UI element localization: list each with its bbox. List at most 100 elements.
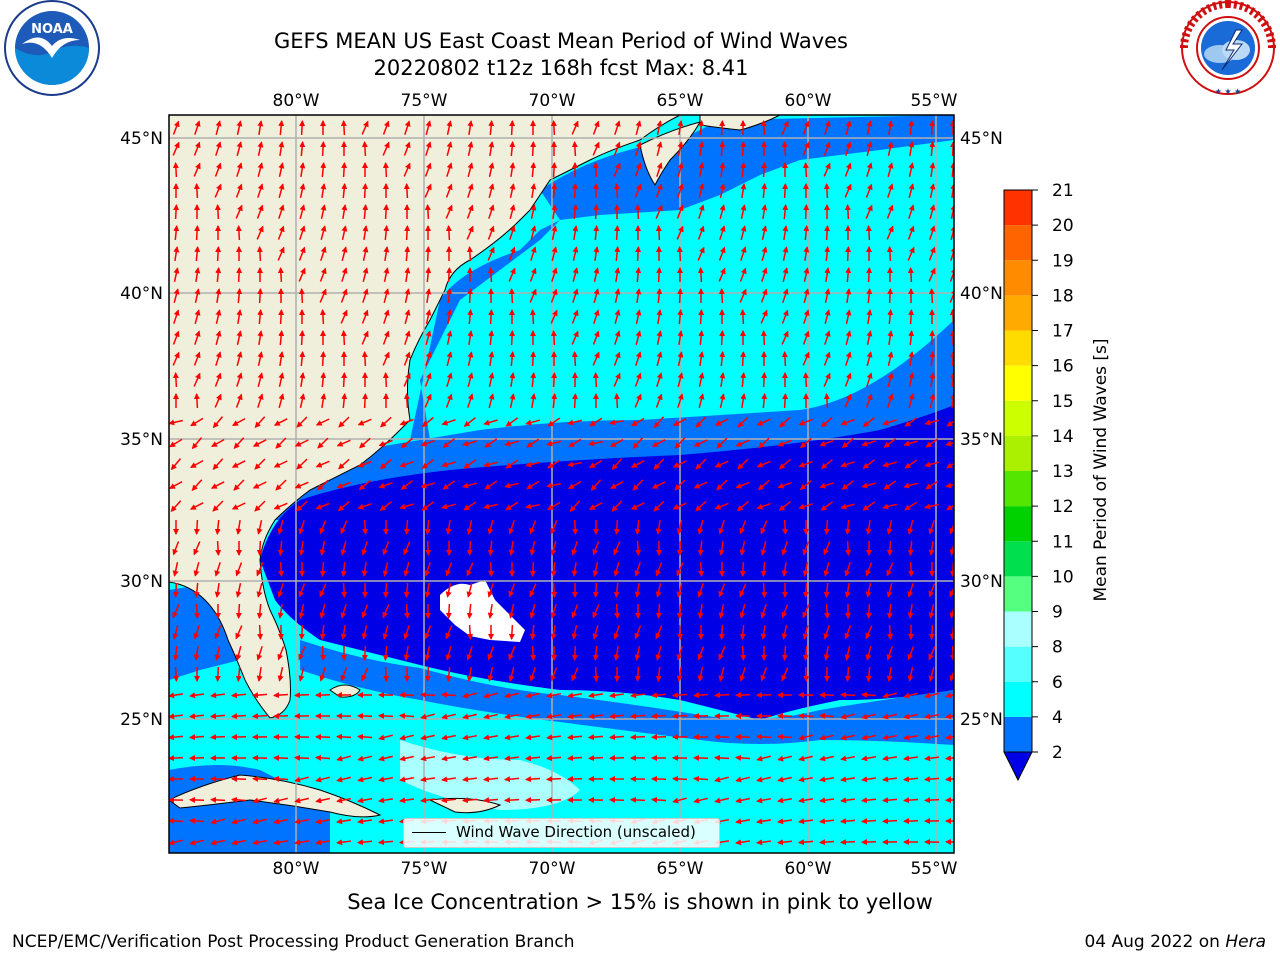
wave-arrow xyxy=(613,372,621,387)
wave-arrow xyxy=(782,393,789,409)
wave-arrow xyxy=(820,416,833,428)
wave-arrow xyxy=(929,183,936,198)
wave-arrow xyxy=(441,734,456,741)
wave-arrow xyxy=(592,582,599,598)
wave-arrow xyxy=(441,776,457,783)
wave-arrow xyxy=(550,624,557,640)
wave-arrow xyxy=(735,439,750,447)
wave-arrow xyxy=(551,372,558,388)
wave-arrow xyxy=(798,776,814,783)
wave-arrow xyxy=(718,583,726,598)
wave-arrow xyxy=(236,309,243,325)
wave-arrow xyxy=(593,309,600,324)
wave-arrow xyxy=(320,645,327,661)
wave-arrow xyxy=(277,646,285,661)
wave-arrow xyxy=(887,393,894,408)
wave-arrow xyxy=(190,417,204,427)
wave-arrow xyxy=(508,583,516,598)
wave-arrow xyxy=(404,267,411,283)
wave-arrow xyxy=(466,204,474,219)
wave-arrow xyxy=(383,666,390,682)
wave-arrow xyxy=(378,734,393,741)
svg-text:★ ★ ★: ★ ★ ★ xyxy=(1215,87,1242,96)
wave-arrow xyxy=(739,624,746,640)
wave-arrow xyxy=(424,519,431,535)
wave-arrow xyxy=(824,267,831,283)
colorbar-tick-label: 15 xyxy=(1052,392,1074,412)
wave-arrow xyxy=(400,437,413,449)
wave-arrow xyxy=(357,460,372,468)
wave-arrow xyxy=(525,419,540,426)
wave-arrow xyxy=(488,204,495,219)
wave-arrow xyxy=(357,755,372,762)
wave-arrow xyxy=(361,667,369,682)
wave-arrow xyxy=(382,541,390,556)
wave-arrow xyxy=(210,713,226,720)
wave-arrow xyxy=(383,204,390,220)
wave-arrow xyxy=(215,330,222,345)
wave-arrow xyxy=(404,330,411,345)
wave-arrow xyxy=(466,583,473,598)
wave-arrow xyxy=(904,501,918,511)
wave-arrow xyxy=(525,776,541,783)
wave-arrow xyxy=(695,416,707,428)
wave-arrow xyxy=(214,393,222,408)
wave-arrow xyxy=(379,458,392,470)
wave-arrow xyxy=(382,351,390,366)
wave-arrow xyxy=(844,646,851,661)
wave-arrow xyxy=(441,713,456,720)
wave-arrow xyxy=(508,267,516,282)
wave-arrow xyxy=(861,713,876,720)
wave-arrow xyxy=(298,667,305,682)
wave-arrow xyxy=(693,481,708,489)
wave-arrow xyxy=(236,351,243,366)
wave-arrow xyxy=(446,309,453,325)
wave-arrow xyxy=(403,162,411,177)
wave-arrow xyxy=(488,372,495,387)
wave-arrow xyxy=(462,713,477,720)
wave-arrow xyxy=(529,583,537,598)
lon-label-top-55w: 55°W xyxy=(911,91,958,111)
wave-arrow xyxy=(298,246,306,261)
wave-arrow xyxy=(924,692,939,699)
wave-arrow xyxy=(609,692,625,699)
wave-arrow xyxy=(215,246,222,262)
colorbar-label: Mean Period of Wind Waves [s] xyxy=(1091,338,1111,601)
wave-arrow xyxy=(487,267,494,283)
wave-arrow xyxy=(777,755,792,762)
wave-arrow xyxy=(739,604,746,619)
wave-arrow xyxy=(929,372,936,388)
wave-arrow xyxy=(361,120,369,135)
wave-arrow xyxy=(593,225,600,241)
wave-arrow xyxy=(928,267,936,282)
wave-arrow xyxy=(929,162,936,178)
wave-arrow xyxy=(651,713,667,720)
wave-arrow xyxy=(634,625,642,640)
wave-arrow xyxy=(169,419,183,426)
wave-arrow xyxy=(761,183,768,199)
wave-arrow xyxy=(632,479,644,491)
wave-arrow xyxy=(592,162,599,178)
wave-arrow xyxy=(508,624,515,640)
wave-arrow xyxy=(865,183,873,198)
wave-arrow xyxy=(488,183,495,198)
wave-arrow xyxy=(614,225,621,241)
wave-arrow xyxy=(823,393,830,409)
wave-arrow xyxy=(819,755,834,762)
colorbar-tick-label: 17 xyxy=(1052,322,1074,342)
wave-arrow xyxy=(336,733,352,740)
wave-arrow xyxy=(593,267,600,282)
wave-arrow xyxy=(739,561,746,577)
wave-arrow xyxy=(194,603,201,619)
wave-arrow xyxy=(718,646,726,661)
wave-arrow xyxy=(676,225,684,240)
wave-arrow xyxy=(420,691,436,698)
wave-arrow xyxy=(504,797,520,804)
wave-arrow xyxy=(467,393,474,408)
colorbar-segment xyxy=(1004,330,1032,366)
wave-arrow xyxy=(865,204,873,219)
wave-arrow xyxy=(945,713,954,720)
wave-arrow xyxy=(231,839,246,846)
wave-arrow xyxy=(677,309,684,325)
wave-arrow xyxy=(319,624,326,640)
